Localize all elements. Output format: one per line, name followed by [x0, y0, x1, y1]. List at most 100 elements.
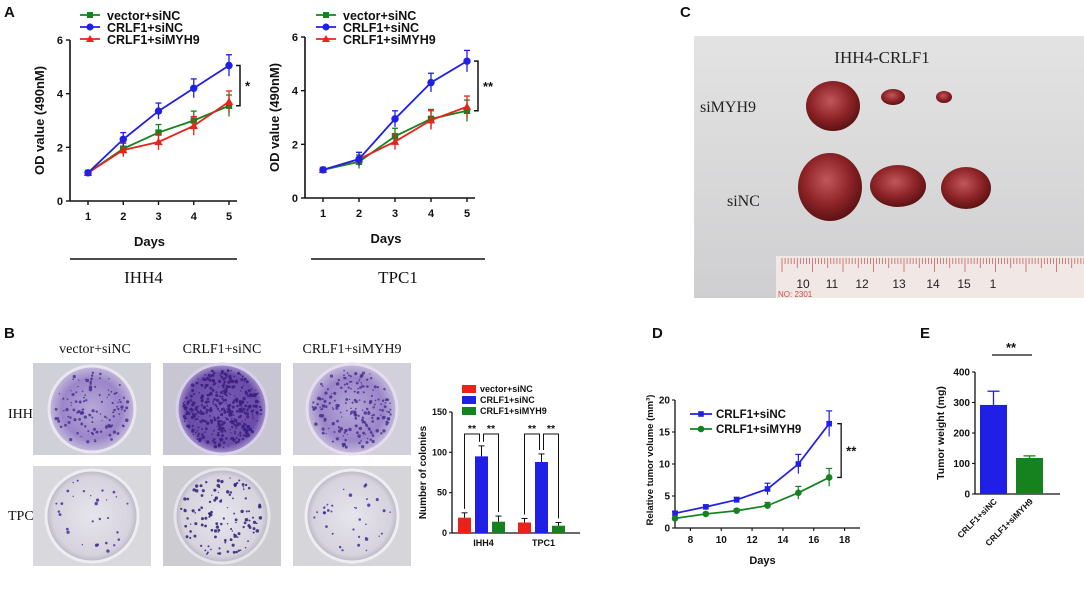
x-tick-label: 18 — [839, 535, 851, 546]
colony-dot — [350, 380, 353, 383]
colony-dot — [337, 378, 341, 382]
colony-dot — [367, 410, 370, 413]
legend-marker — [323, 12, 329, 18]
colony-dot — [72, 495, 74, 498]
colony-dot — [320, 382, 323, 386]
colony-dot — [314, 422, 318, 426]
data-point — [733, 497, 740, 503]
colony-dot — [259, 408, 263, 412]
colony-dot — [89, 380, 93, 383]
colony-dot — [247, 486, 251, 490]
colony-dot — [182, 402, 185, 405]
colony-dot — [234, 430, 236, 433]
colony-dot — [200, 506, 203, 509]
colony-dot — [237, 438, 241, 442]
colony-dot — [248, 510, 251, 513]
colony-dot — [188, 408, 191, 411]
colony-dot — [239, 407, 242, 410]
y-tick-label: 4 — [57, 89, 64, 101]
y-tick-label: 0 — [57, 196, 63, 208]
colony-dot — [212, 400, 215, 403]
colony-dot — [326, 504, 328, 506]
colony-dot — [122, 425, 125, 428]
colony-dish-tpc1-vector — [44, 468, 140, 564]
colony-dot — [86, 440, 90, 444]
colony-dot — [218, 547, 221, 550]
colony-dot — [348, 427, 352, 432]
colony-dish-tpc1-crlf1 — [173, 467, 271, 565]
colony-dot — [243, 380, 246, 383]
colony-dot — [252, 531, 255, 534]
y-tick-label: 400 — [953, 368, 970, 379]
colony-dot — [194, 431, 197, 434]
colony-dot — [244, 418, 247, 421]
y-tick-label: 200 — [953, 429, 970, 440]
colony-dot — [224, 388, 228, 392]
colony-dot — [238, 415, 242, 419]
colony-dot — [99, 430, 103, 433]
colony-dot — [240, 378, 244, 382]
colony-dot — [222, 399, 225, 402]
colony-dot — [205, 408, 209, 412]
colony-dot — [366, 437, 369, 440]
colony-dot — [200, 394, 204, 398]
data-point — [463, 57, 471, 65]
colony-dot — [216, 425, 218, 427]
colony-dot — [205, 411, 209, 414]
colony-row-label-tpc1: TPC1 — [8, 509, 41, 524]
colony-dot — [70, 404, 72, 406]
colony-dot — [244, 391, 248, 395]
panel-label-b: B — [4, 325, 15, 342]
colony-dot — [118, 399, 121, 401]
colony-dot — [207, 545, 210, 548]
colony-dot — [227, 380, 231, 384]
colony-dot — [232, 423, 236, 426]
x-tick-label: 2 — [120, 211, 126, 223]
colony-dot — [361, 383, 363, 385]
colony-dot — [196, 409, 199, 412]
x-tick-label: 5 — [464, 208, 470, 220]
colony-dot — [376, 386, 380, 389]
colony-dot — [209, 386, 213, 390]
legend-label: CRLF1+siNC — [480, 395, 535, 405]
data-point — [795, 489, 802, 497]
colony-dot — [190, 383, 195, 387]
colony-dot — [339, 427, 343, 431]
colony-dot — [205, 376, 210, 381]
colony-dot — [197, 426, 200, 429]
colony-dot — [208, 414, 211, 417]
colony-dot — [217, 427, 222, 431]
colony-dot — [248, 519, 251, 522]
colony-dot — [78, 379, 80, 381]
colony-dot — [257, 505, 262, 509]
colony-dot — [196, 429, 199, 432]
colony-dot — [180, 507, 183, 510]
colony-dot — [246, 408, 249, 411]
colony-dot — [341, 416, 343, 418]
colony-dot — [72, 408, 76, 412]
colony-dot — [62, 397, 65, 400]
colony-dot — [228, 385, 232, 389]
data-point — [319, 166, 327, 174]
colony-dot — [213, 437, 216, 441]
colony-dot — [347, 374, 350, 377]
colony-dot — [88, 387, 93, 392]
colony-dot — [241, 420, 243, 423]
colony-dot — [213, 398, 217, 401]
colony-dot — [197, 405, 200, 408]
colony-dot — [211, 373, 215, 377]
colony-dot — [244, 483, 248, 487]
colony-dot — [361, 416, 365, 419]
colony-dot — [84, 425, 87, 428]
colony-dot — [361, 421, 364, 424]
colony-dot — [215, 398, 220, 403]
colony-dot — [204, 373, 206, 376]
bar — [458, 517, 471, 533]
colony-dot — [233, 375, 235, 378]
data-point — [733, 507, 740, 515]
colony-dot — [237, 371, 241, 375]
y-tick-label: 2 — [292, 139, 298, 151]
data-point — [390, 137, 400, 145]
colony-dot — [250, 388, 253, 391]
colony-dot — [241, 400, 245, 404]
